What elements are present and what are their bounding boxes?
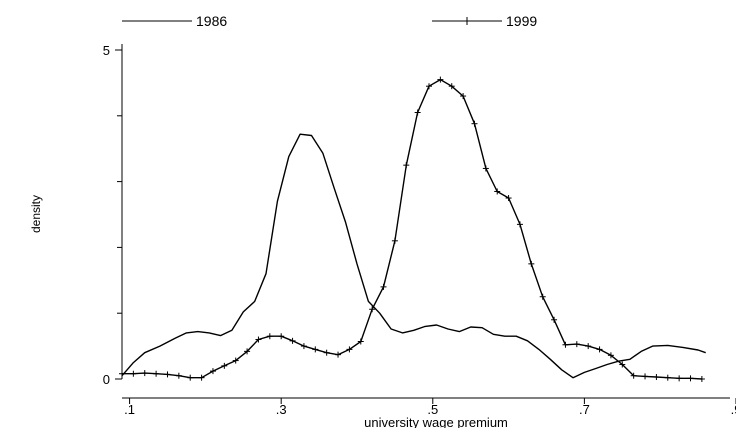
data-point <box>471 120 478 127</box>
data-point <box>460 93 467 100</box>
data-point <box>175 372 182 379</box>
x-tick-label: .3 <box>276 402 287 417</box>
data-point <box>426 83 432 90</box>
legend-line-1999 <box>432 17 502 25</box>
data-point <box>539 293 546 300</box>
data-point <box>664 374 671 381</box>
y-tick-label: 5 <box>103 43 110 58</box>
x-axis-label: university wage premium <box>364 415 508 428</box>
data-point <box>209 368 216 375</box>
data-point <box>676 375 683 382</box>
legend-label-1986: 1986 <box>196 13 227 29</box>
axes: 0 5 .1 .3 .5 .7 .9 <box>103 43 736 417</box>
data-point <box>187 374 194 381</box>
data-point <box>153 370 160 377</box>
data-point <box>596 346 603 353</box>
data-point <box>585 343 592 350</box>
data-point <box>335 351 342 358</box>
data-point <box>607 352 614 359</box>
data-point <box>198 374 205 381</box>
series-1986 <box>121 133 706 379</box>
series-layer <box>119 76 706 382</box>
x-tick-label: .1 <box>124 402 135 417</box>
data-point <box>528 260 535 267</box>
data-point <box>505 195 512 202</box>
x-tick-label: .5 <box>427 402 438 417</box>
data-point <box>164 371 171 378</box>
data-point <box>619 361 626 368</box>
data-point <box>448 83 455 90</box>
x-tick-label: .9 <box>731 402 736 417</box>
data-point <box>323 349 330 356</box>
series-line-1999 <box>122 78 702 380</box>
data-point <box>642 373 649 380</box>
data-point <box>312 346 319 353</box>
data-point <box>346 346 353 353</box>
data-point <box>289 337 296 344</box>
data-point <box>300 343 307 350</box>
data-point <box>482 165 489 172</box>
data-point <box>698 376 705 382</box>
data-point <box>687 375 694 382</box>
x-tick-label: .7 <box>579 402 590 417</box>
data-point <box>357 338 364 345</box>
data-point <box>653 374 660 381</box>
data-point <box>516 221 523 228</box>
legend-label-1999: 1999 <box>506 13 537 29</box>
data-point <box>551 316 558 323</box>
data-point <box>380 283 387 290</box>
series-1999 <box>119 76 705 382</box>
data-point <box>562 341 569 348</box>
data-point <box>414 109 421 116</box>
data-point <box>403 162 410 169</box>
data-point <box>391 237 398 244</box>
data-point <box>437 76 444 83</box>
y-axis-label: density <box>29 195 43 233</box>
data-point <box>130 370 137 377</box>
data-point <box>255 336 262 343</box>
data-point <box>221 362 228 369</box>
data-point <box>630 372 637 379</box>
legend: 1986 1999 <box>122 13 537 29</box>
data-point <box>266 333 273 340</box>
series-line-1986 <box>121 133 706 379</box>
y-tick-label: 0 <box>103 372 110 387</box>
data-point <box>232 357 239 364</box>
data-point <box>141 370 148 377</box>
data-point <box>369 306 376 313</box>
data-point <box>573 341 580 348</box>
data-point <box>494 188 501 195</box>
data-point <box>278 333 285 340</box>
data-point <box>244 348 251 355</box>
data-point <box>119 370 125 377</box>
